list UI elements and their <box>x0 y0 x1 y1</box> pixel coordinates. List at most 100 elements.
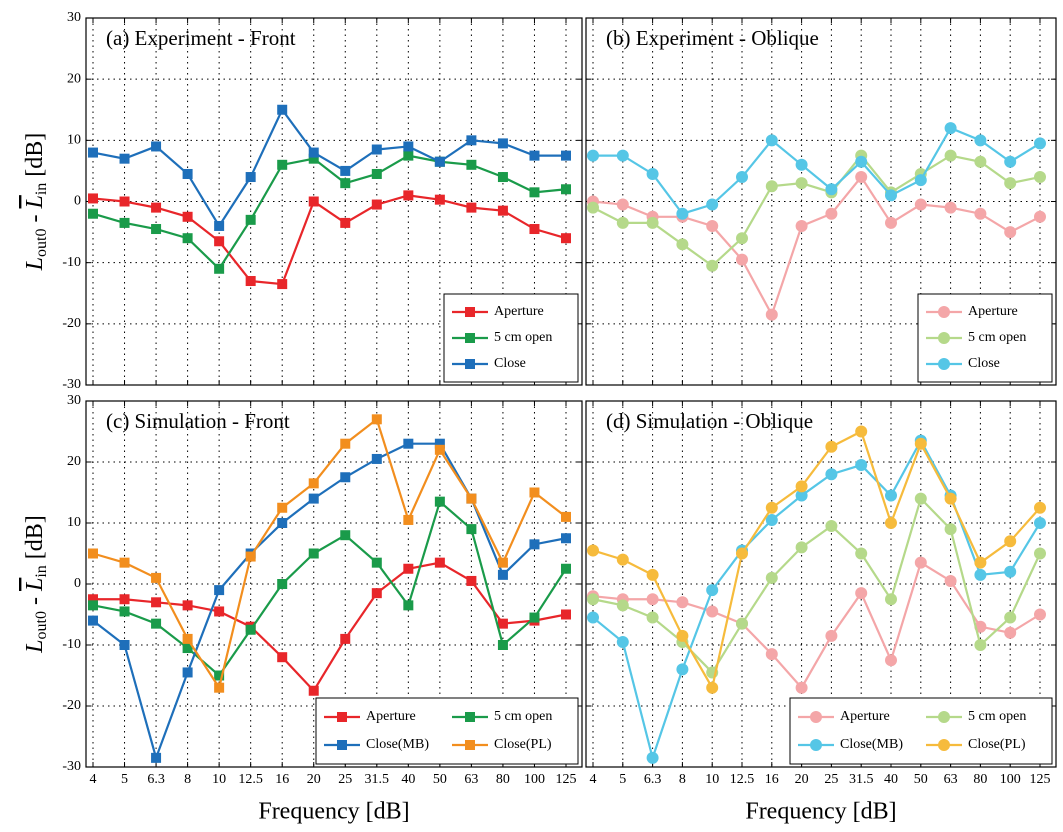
marker <box>245 276 256 287</box>
series-line <box>92 194 567 286</box>
x-tick-label: 63 <box>944 772 958 787</box>
marker <box>795 219 808 232</box>
marker <box>795 158 808 171</box>
x-tick-label: 100 <box>1000 772 1021 787</box>
marker <box>434 438 445 449</box>
marker <box>466 575 477 586</box>
marker <box>277 502 288 513</box>
marker <box>88 600 98 611</box>
marker <box>277 518 288 528</box>
marker <box>182 233 193 244</box>
marker <box>119 153 130 164</box>
legend-box <box>315 697 579 765</box>
legend-label: 5 cm open <box>968 709 1026 724</box>
marker <box>795 489 808 502</box>
legend-label: Close <box>494 356 526 371</box>
marker <box>706 219 719 232</box>
series-line <box>92 154 567 271</box>
y-axis-label-part: [dB] <box>22 133 48 183</box>
marker <box>277 159 288 170</box>
x-tick-label: 40 <box>884 772 898 787</box>
marker <box>119 594 130 605</box>
y-tick-label: 20 <box>67 71 81 86</box>
marker <box>308 478 319 489</box>
marker <box>245 172 256 183</box>
marker <box>676 207 689 220</box>
legend-label: 5 cm open <box>494 330 552 345</box>
marker <box>1004 177 1017 190</box>
marker <box>497 569 508 580</box>
marker <box>151 752 162 763</box>
legend-marker <box>938 711 950 723</box>
marker <box>371 414 382 425</box>
marker <box>706 259 719 272</box>
marker <box>825 468 838 481</box>
marker <box>434 156 445 167</box>
marker <box>1034 137 1046 150</box>
legend-label: 5 cm open <box>494 709 552 724</box>
marker <box>944 122 957 135</box>
marker <box>340 633 351 644</box>
marker <box>371 557 382 568</box>
series-line <box>592 560 1041 690</box>
marker <box>561 233 571 244</box>
y-tick-label: -10 <box>62 637 81 652</box>
marker <box>974 207 987 220</box>
legend-label: Close(PL) <box>494 737 552 752</box>
marker <box>944 201 957 214</box>
marker <box>371 199 382 210</box>
marker <box>587 593 599 606</box>
series-line <box>93 561 567 693</box>
marker <box>765 134 778 147</box>
series-line <box>92 499 567 678</box>
marker <box>88 147 98 158</box>
series-line <box>592 175 1041 318</box>
marker <box>214 606 225 617</box>
x-tick-label: 6.3 <box>147 772 165 787</box>
marker <box>1004 565 1017 578</box>
y-tick-label: 20 <box>67 454 81 469</box>
x-axis-label: Frequency [dB] <box>258 799 409 825</box>
marker <box>529 224 540 235</box>
marker <box>587 149 599 162</box>
x-tick-label: 50 <box>433 772 447 787</box>
marker <box>1004 535 1017 548</box>
y-tick-label: 10 <box>67 133 81 148</box>
marker <box>340 217 351 228</box>
marker <box>706 605 719 618</box>
marker <box>403 438 414 449</box>
marker <box>825 440 838 453</box>
marker <box>214 236 225 247</box>
marker <box>182 168 193 179</box>
x-tick-label: 25 <box>824 772 838 787</box>
marker <box>151 572 162 583</box>
marker <box>497 640 508 650</box>
marker <box>214 263 225 274</box>
marker <box>245 214 256 225</box>
marker <box>676 238 689 251</box>
marker <box>706 681 719 694</box>
marker <box>371 453 382 464</box>
marker <box>119 196 130 207</box>
marker <box>736 232 748 245</box>
y-tick-label: -10 <box>62 255 81 270</box>
marker <box>151 618 162 629</box>
marker <box>646 611 659 624</box>
marker <box>736 253 748 266</box>
panel-title: (a) Experiment - Front <box>106 26 296 50</box>
marker <box>182 643 193 654</box>
marker <box>974 155 987 168</box>
x-tick-label: 4 <box>90 772 97 787</box>
marker <box>706 584 719 597</box>
marker <box>885 189 897 202</box>
y-axis-label-part: out0 <box>33 229 50 257</box>
marker <box>646 568 659 581</box>
y-axis-label-part: L <box>22 639 48 653</box>
legend-label: Close(MB) <box>366 737 429 752</box>
marker <box>1034 547 1046 560</box>
marker <box>561 533 571 544</box>
marker <box>616 149 629 162</box>
marker <box>119 606 130 617</box>
panel-title: (b) Experiment - Oblique <box>606 26 819 50</box>
